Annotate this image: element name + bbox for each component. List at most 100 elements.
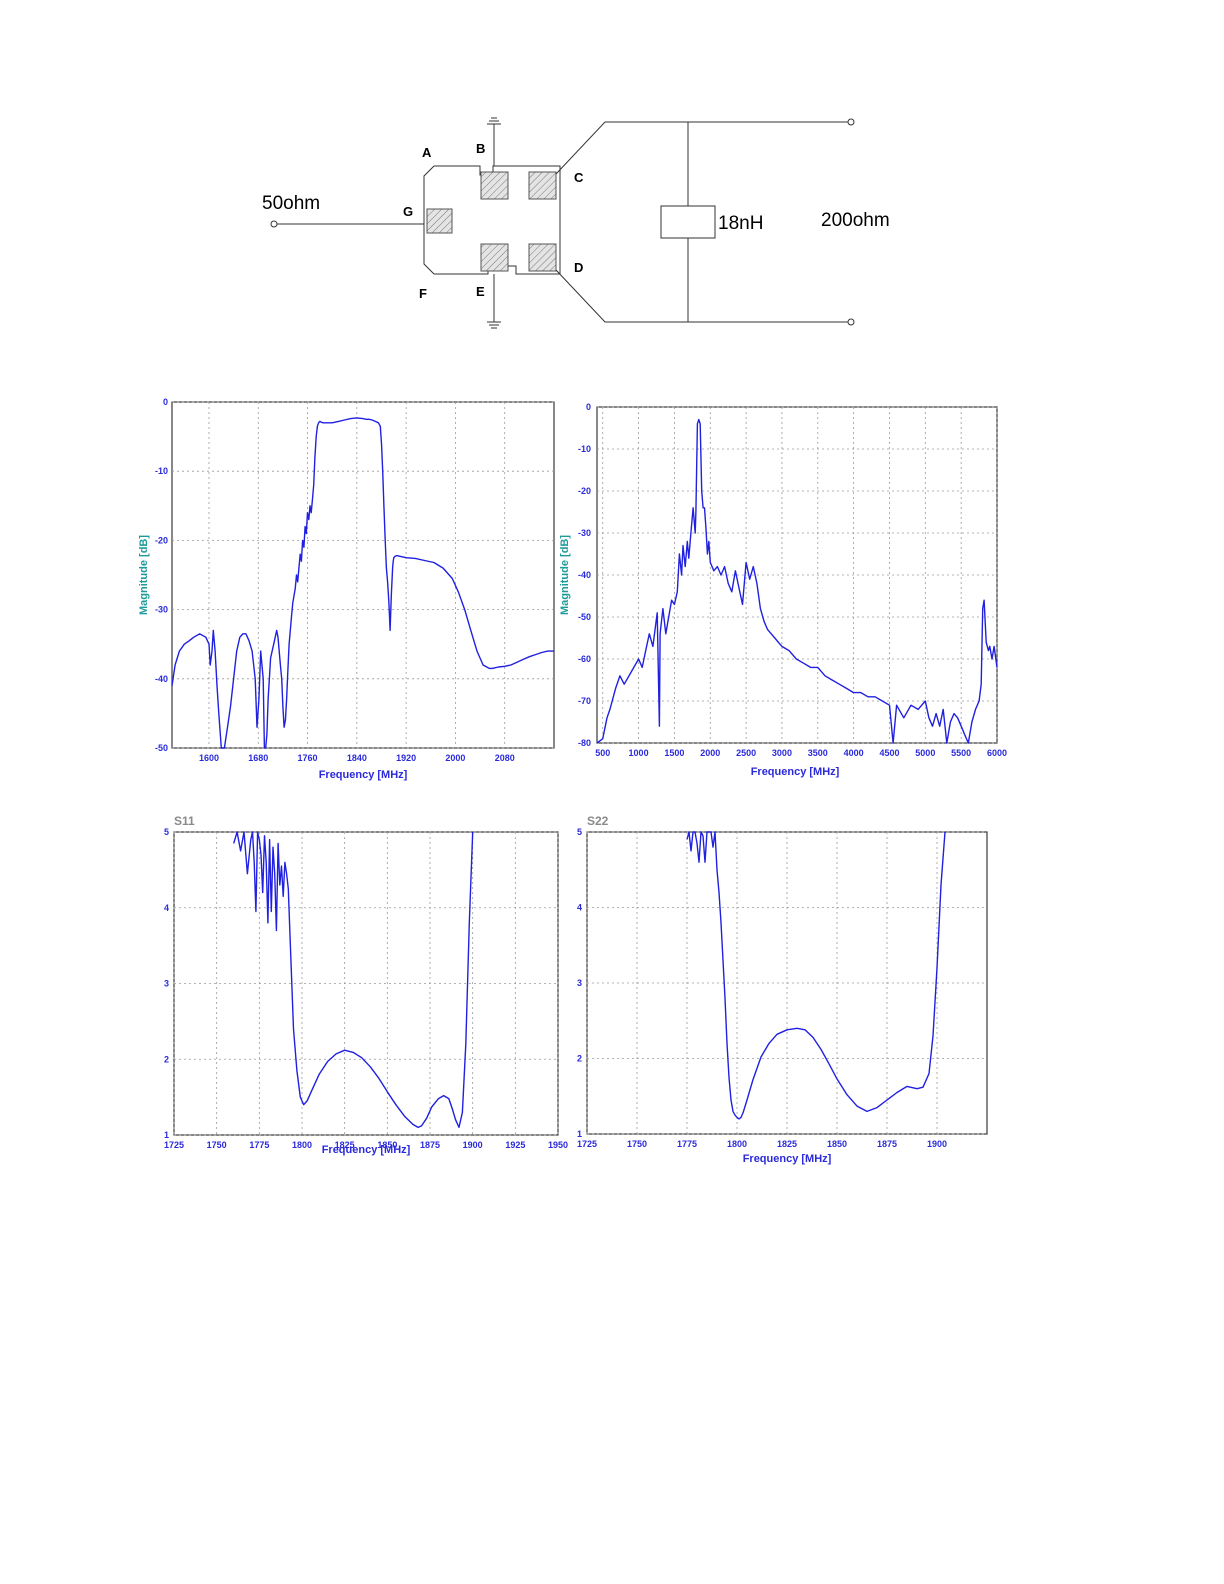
pad-e [480, 243, 509, 272]
input-impedance-label: 50ohm [262, 193, 320, 214]
x-tick-label: 1900 [463, 1140, 483, 1150]
grid-lines [173, 831, 559, 1136]
x-tick-label: 1800 [727, 1139, 747, 1149]
y-tick-label: 2 [577, 1054, 582, 1064]
pin-label-f: F [419, 286, 427, 301]
y-tick-label: -40 [155, 674, 168, 684]
ground-symbol-bottom [487, 274, 501, 329]
x-tick-label: 1725 [164, 1140, 184, 1150]
filter-schematic: A B C D E F G 50ohm 18nH 200ohm [262, 117, 890, 329]
x-tick-label: 1850 [377, 1140, 397, 1150]
y-tick-label: -80 [578, 738, 591, 748]
magnitude-trace [596, 418, 998, 744]
y-tick-label: 0 [586, 402, 591, 412]
x-tick-label: 1925 [505, 1140, 525, 1150]
x-tick-labels: 1600 1680 1760 1840 1920 2000 2080 [199, 753, 515, 763]
y-tick-label: -20 [578, 486, 591, 496]
s22-trace [686, 831, 946, 1120]
y-tick-labels: 0 -10 -20 -30 -40 -50 [155, 397, 168, 753]
y-axis-label: Magnitude [dB] [559, 535, 571, 615]
chart-title: S22 [587, 814, 609, 828]
grid-lines [586, 831, 987, 1135]
x-axis-label: Frequency [MHz] [322, 1144, 411, 1156]
x-tick-label: 1825 [335, 1140, 355, 1150]
chart-s11: 1 2 3 4 5 1725 1750 1775 1800 1825 1850 1875 1900 19… [164, 814, 568, 1156]
y-tick-label: 1 [577, 1129, 582, 1139]
x-tick-label: 1600 [199, 753, 219, 763]
pad-g [426, 208, 453, 234]
x-tick-label: 1775 [249, 1140, 269, 1150]
x-tick-label: 6000 [987, 748, 1007, 758]
chart-s22: 1 2 3 4 5 1725 1750 1775 1800 1825 1850 1875 1900 S… [577, 814, 988, 1165]
inductor-label: 18nH [718, 213, 763, 234]
x-tick-label: 3000 [772, 748, 792, 758]
y-tick-label: -50 [578, 612, 591, 622]
x-tick-label: 2000 [445, 753, 465, 763]
y-tick-label: -70 [578, 696, 591, 706]
y-tick-labels: 1 2 3 4 5 [164, 827, 169, 1140]
x-tick-label: 1950 [548, 1140, 568, 1150]
pad-d [528, 243, 557, 272]
x-tick-label: 5500 [951, 748, 971, 758]
y-axis-label: Magnitude [dB] [138, 535, 150, 615]
x-tick-label: 3500 [808, 748, 828, 758]
x-tick-label: 1725 [577, 1139, 597, 1149]
output-impedance-label: 200ohm [821, 210, 890, 231]
x-tick-label: 1760 [298, 753, 318, 763]
x-tick-label: 1680 [248, 753, 268, 763]
x-tick-label: 1775 [677, 1139, 697, 1149]
y-tick-label: 5 [164, 827, 169, 837]
output-line-top [555, 121, 849, 175]
y-tick-labels: 1 2 3 4 5 [577, 827, 582, 1139]
y-tick-label: 3 [164, 979, 169, 989]
x-axis-label: Frequency [MHz] [751, 766, 840, 778]
x-tick-label: 1000 [629, 748, 649, 758]
y-tick-label: -60 [578, 654, 591, 664]
x-tick-label: 1875 [877, 1139, 897, 1149]
y-tick-label: -10 [155, 466, 168, 476]
pad-c [528, 171, 557, 200]
x-axis-label: Frequency [MHz] [743, 1153, 832, 1165]
x-tick-labels: 500 1000 1500 2000 2500 3000 3500 4000 4500 5000 5… [595, 748, 1007, 758]
x-tick-label: 1800 [292, 1140, 312, 1150]
x-tick-label: 1920 [396, 753, 416, 763]
x-tick-label: 4000 [844, 748, 864, 758]
pin-label-c: C [574, 170, 584, 185]
y-tick-label: -40 [578, 570, 591, 580]
pin-label-b: B [476, 141, 485, 156]
chart-title: S11 [174, 814, 195, 828]
chart-transmission-wideband: 0 -10 -20 -30 -40 -50 -60 -70 -80 500 1000 1500 200… [559, 402, 1007, 778]
grid-lines [597, 406, 998, 744]
x-tick-label: 1500 [664, 748, 684, 758]
y-tick-label: -10 [578, 444, 591, 454]
ground-symbol-top [487, 117, 501, 166]
x-tick-label: 500 [595, 748, 610, 758]
x-tick-label: 1900 [927, 1139, 947, 1149]
x-tick-label: 2500 [736, 748, 756, 758]
y-tick-label: 4 [577, 903, 582, 913]
x-tick-label: 4500 [879, 748, 899, 758]
x-tick-label: 1840 [347, 753, 367, 763]
x-tick-label: 1750 [627, 1139, 647, 1149]
output-terminal-bottom [847, 318, 855, 326]
y-tick-label: 5 [577, 827, 582, 837]
y-tick-label: -30 [578, 528, 591, 538]
y-tick-label: 0 [163, 397, 168, 407]
x-tick-label: 1825 [777, 1139, 797, 1149]
s11-trace [233, 831, 474, 1129]
x-tick-label: 1750 [207, 1140, 227, 1150]
y-tick-label: 1 [164, 1130, 169, 1140]
x-tick-labels: 1725 1750 1775 1800 1825 1850 1875 1900 [577, 1139, 947, 1149]
pad-b [480, 171, 509, 200]
y-tick-label: -20 [155, 535, 168, 545]
pin-label-e: E [476, 284, 485, 299]
chart-transmission-narrowband: 0 -10 -20 -30 -40 -50 1600 1680 1760 1840 1920 200… [138, 397, 555, 781]
pin-label-g: G [403, 204, 413, 219]
y-tick-label: 4 [164, 903, 169, 913]
x-tick-labels: 1725 1750 1775 1800 1825 1850 1875 1900 1925 1950 [164, 1140, 568, 1150]
x-tick-label: 2000 [700, 748, 720, 758]
y-tick-label: -50 [155, 743, 168, 753]
y-tick-label: 2 [164, 1054, 169, 1064]
pin-label-a: A [422, 145, 432, 160]
y-tick-label: 3 [577, 978, 582, 988]
